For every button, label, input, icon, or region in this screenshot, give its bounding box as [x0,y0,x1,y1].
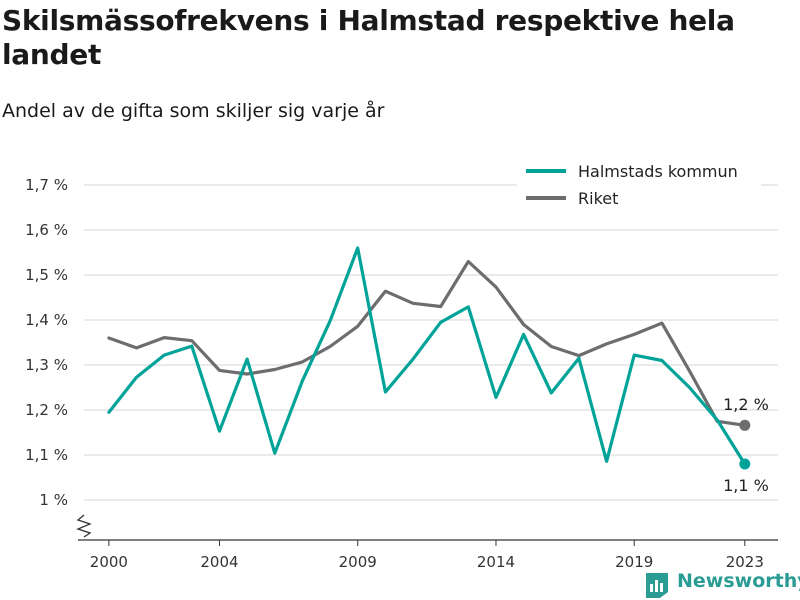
y-axis-ticks: 1 % 1,1 % 1,2 % 1,3 % 1,4 % 1,5 % 1,6 % 1,7 % [25,176,68,509]
legend-background [517,156,761,214]
axis-break-icon [76,514,92,538]
legend-label-halmstad: Halmstads kommun [578,162,738,181]
x-tick-label: 2023 [726,553,764,571]
x-axis: 2000 2004 2009 2014 2019 2023 [76,514,778,571]
y-tick-label: 1,6 % [25,221,68,239]
end-label-riket: 1,2 % [723,395,769,414]
y-tick-label: 1,3 % [25,356,68,374]
y-tick-label: 1,4 % [25,311,68,329]
chart-subtitle: Andel av de gifta som skiljer sig varje … [2,100,385,122]
end-point-riket [739,419,751,431]
y-tick-label: 1,1 % [25,446,68,464]
x-tick-label: 2000 [90,553,128,571]
end-markers [739,419,751,470]
y-tick-label: 1,2 % [25,401,68,419]
newsworthy-logo-icon [646,573,668,598]
x-tick-label: 2019 [615,553,653,571]
legend: Halmstads kommun Riket [517,156,761,214]
chart-title: Skilsmässofrekvens i Halmstad respektive… [2,4,735,71]
x-tick-label: 2014 [477,553,515,571]
y-tick-label: 1,7 % [25,176,68,194]
end-point-halmstad [739,458,751,470]
x-tick-label: 2004 [200,553,238,571]
series-line-riket [107,259,747,427]
end-label-halmstad: 1,1 % [723,476,769,495]
y-tick-label: 1,5 % [25,266,68,284]
series-line-halmstad [107,246,747,466]
series-lines [107,246,747,466]
x-tick-label: 2009 [339,553,377,571]
legend-label-riket: Riket [578,189,618,208]
grid-lines [84,184,778,501]
newsworthy-logo-text: Newsworthy [677,570,800,592]
y-tick-label: 1 % [39,491,68,509]
